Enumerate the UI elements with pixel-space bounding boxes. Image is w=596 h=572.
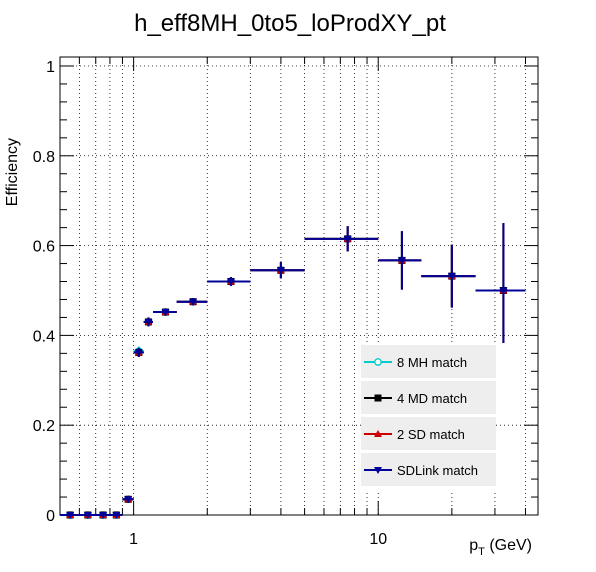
x-axis-label-unit: (GeV)	[485, 537, 532, 554]
data-point	[499, 287, 508, 295]
plot-frame	[59, 56, 539, 516]
y-tick-label: 0.2	[33, 418, 55, 435]
data-point	[161, 309, 170, 317]
y-tick-label: 0.4	[33, 328, 55, 345]
legend-label: 8 MH match	[397, 355, 467, 370]
data-point	[124, 496, 133, 504]
x-axis-label-main: p	[469, 537, 478, 554]
data-point	[397, 257, 406, 265]
legend-swatch-marker	[374, 467, 382, 474]
legend-swatch-marker	[374, 394, 382, 402]
legend-label: 2 SD match	[397, 427, 465, 442]
series-3	[60, 223, 526, 519]
legend-label: SDLink match	[397, 463, 478, 478]
data-point	[276, 267, 285, 275]
data-point	[144, 318, 153, 326]
axis-tick-labels: 1 10 0 0.2 0.4 0.6 0.8 1	[33, 59, 387, 548]
data-point	[343, 235, 352, 243]
data-point	[83, 512, 92, 519]
x-axis-label: pT (GeV)	[469, 537, 532, 558]
y-axis-label: Efficiency	[4, 138, 21, 206]
data-point	[189, 298, 198, 306]
legend-swatch-marker	[374, 430, 382, 437]
y-tick-label: 0	[46, 508, 55, 525]
data-point	[134, 349, 143, 357]
chart-title: h_eff8MH_0to5_loProdXY_pt	[134, 10, 446, 37]
data-point	[66, 512, 75, 519]
y-tick-label: 0.6	[33, 239, 55, 256]
y-tick-label: 1	[46, 59, 55, 76]
data-point	[447, 273, 456, 281]
y-tick-label: 0.8	[33, 149, 55, 166]
data-series	[60, 223, 526, 519]
data-point	[112, 512, 121, 519]
data-point	[226, 278, 235, 286]
x-axis-label-subscript: T	[478, 546, 485, 558]
x-tick-label: 1	[129, 531, 138, 548]
data-point	[99, 512, 108, 519]
legend-label: 4 MD match	[397, 391, 467, 406]
x-tick-label: 10	[369, 531, 387, 548]
legend: 8 MH match 4 MD match 2 SD match SDLink mat…	[361, 345, 496, 493]
legend-swatch-marker	[374, 358, 382, 366]
